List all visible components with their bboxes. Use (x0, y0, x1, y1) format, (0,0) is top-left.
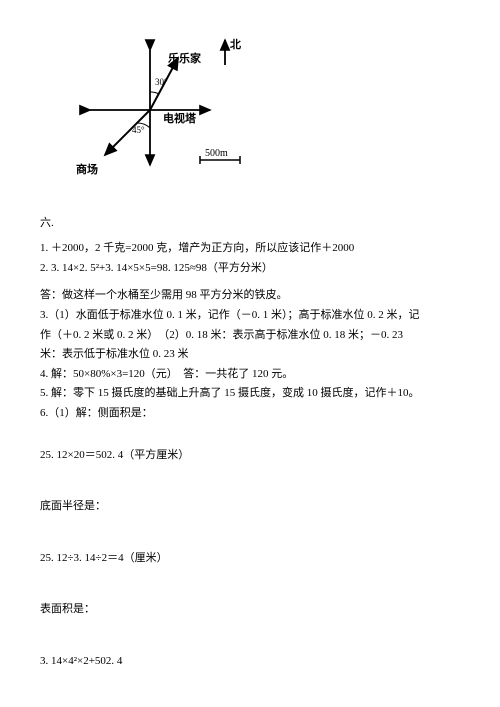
mall-label: 商场 (76, 162, 98, 176)
answer-line: 1. ＋2000，2 千克=2000 克，增产为正方向，所以应该记作＋2000 (40, 240, 460, 258)
answer-line: 米：表示低于标准水位 0. 23 米 (40, 346, 460, 364)
answer-line: 答：做这样一个水桶至少需用 98 平方分米的铁皮。 (40, 287, 460, 305)
home-label: 乐乐家 (168, 51, 202, 65)
diagram-svg: 北 30° 乐乐家 45° 电视塔 商场 500m (70, 30, 250, 180)
answer-line: 25. 12÷3. 14÷2＝4（厘米） (40, 550, 460, 568)
scale-label: 500m (205, 148, 228, 159)
answer-line: 6.（1）解：侧面积是： (40, 405, 460, 423)
north-label: 北 (230, 37, 241, 51)
angle-45: 45° (132, 125, 145, 135)
answer-line: 5. 解：零下 15 摄氏度的基础上升高了 15 摄氏度，变成 10 摄氏度，记… (40, 385, 460, 403)
section-heading: 六. (40, 215, 460, 233)
answer-line: 25. 12×20＝502. 4（平方厘米） (40, 447, 460, 465)
tv-tower-label: 电视塔 (163, 111, 197, 125)
compass-diagram: 北 30° 乐乐家 45° 电视塔 商场 500m (70, 30, 460, 187)
answer-line: 4. 解：50×80%×3=120（元） 答：一共花了 120 元。 (40, 366, 460, 384)
answer-line: 表面积是： (40, 601, 460, 619)
angle-30: 30° (155, 77, 168, 87)
answer-line: 2. 3. 14×2. 5²+3. 14×5×5=98. 125≈98（平方分米… (40, 260, 460, 278)
answer-line: 3.（1）水面低于标准水位 0. 1 米，记作（－0. 1 米）；高于标准水位 … (40, 307, 460, 325)
answer-line: 底面半径是： (40, 498, 460, 516)
answer-line: 作（＋0. 2 米或 0. 2 米） （2）0. 18 米：表示高于标准水位 0… (40, 327, 460, 345)
answer-line: 3. 14×4²×2+502. 4 (40, 653, 460, 671)
answers: 1. ＋2000，2 千克=2000 克，增产为正方向，所以应该记作＋2000 … (40, 240, 460, 670)
